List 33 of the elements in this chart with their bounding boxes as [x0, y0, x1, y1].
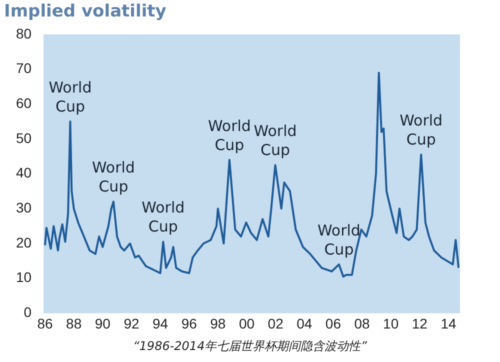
y-tick-label: 60 [16, 94, 32, 111]
y-tick-label: 0 [24, 304, 32, 320]
x-tick-label: 08 [354, 315, 370, 332]
y-tick-label: 30 [16, 200, 32, 216]
annotation: World Cup [208, 116, 251, 154]
y-tick-label: 10 [16, 269, 32, 286]
x-tick-label: 04 [296, 315, 312, 332]
y-tick-label: 70 [16, 60, 32, 76]
annotation: World Cup [254, 122, 297, 159]
y-tick-label: 40 [16, 164, 32, 181]
y-tick-label: 20 [16, 234, 32, 250]
x-tick-label: 12 [412, 315, 428, 332]
x-tick-label: 96 [181, 315, 198, 332]
x-tick-label: 02 [268, 315, 284, 332]
x-tick-label: 88 [66, 315, 82, 332]
y-tick-label: 50 [16, 130, 32, 146]
annotation: World Cup [400, 112, 443, 149]
x-tick-label: 94 [152, 315, 168, 332]
annotation: World Cup [317, 221, 360, 258]
x-tick-label: 10 [383, 315, 399, 332]
x-tick-label: 14 [440, 315, 456, 332]
y-tick-label: 80 [16, 25, 32, 42]
x-tick-label: 00 [238, 315, 255, 332]
annotation: World Cup [142, 198, 185, 236]
x-tick-label: 98 [210, 315, 226, 332]
x-tick-label: 92 [124, 315, 140, 332]
x-tick-label: 06 [325, 315, 342, 332]
x-tick-label: 90 [94, 315, 111, 332]
x-tick-label: 86 [37, 315, 54, 332]
annotation: World Cup [48, 78, 92, 116]
chart-title: Implied volatility [4, 2, 166, 22]
annotation: World Cup [92, 158, 135, 196]
text: “1986-2014年七届世界杯期间隐含波动性” [132, 338, 368, 355]
